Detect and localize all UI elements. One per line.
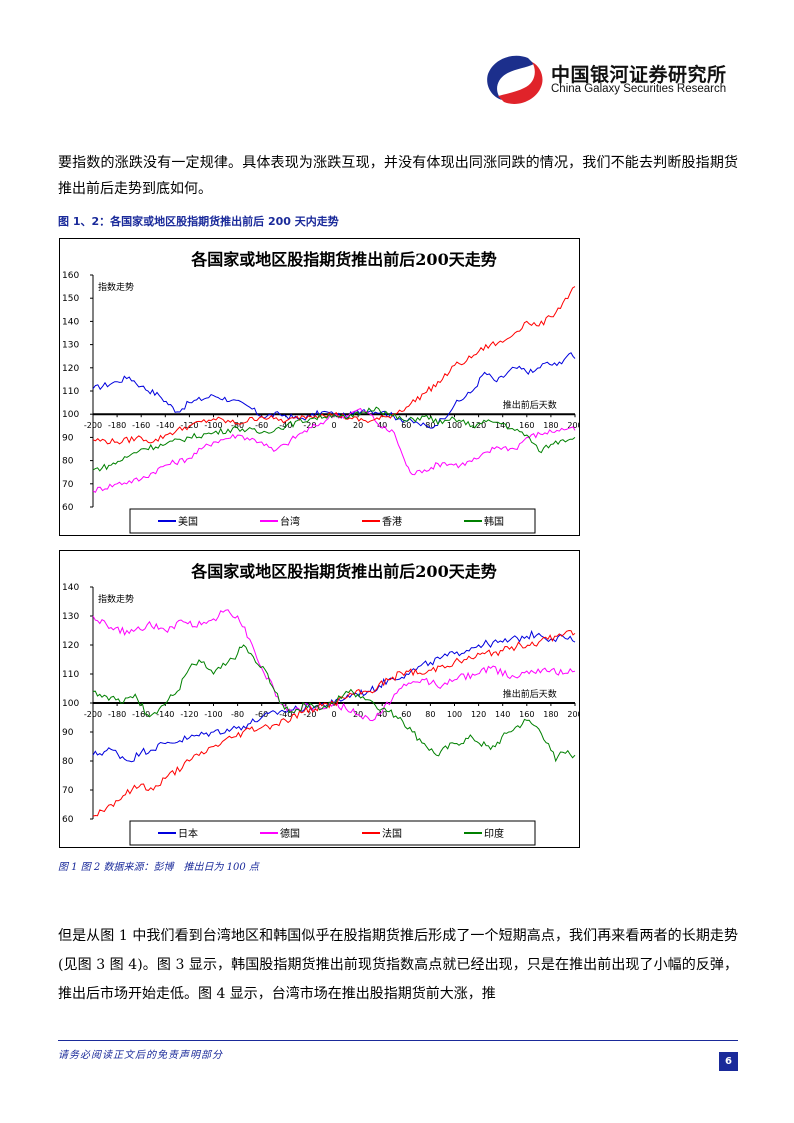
- body-paragraph-2: 但是从图 1 中我们看到台湾地区和韩国似乎在股指期货推后形成了一个短期高点，我们…: [58, 928, 738, 1002]
- legend-label: 美国: [178, 515, 198, 528]
- legend-label: 印度: [484, 827, 504, 840]
- x-tick-label: 120: [471, 710, 486, 719]
- x-tick-label: -120: [180, 710, 198, 719]
- x-tick-label: 40: [377, 421, 387, 430]
- y-tick-label: 110: [62, 670, 79, 680]
- y-tick-label: 80: [62, 457, 74, 467]
- galaxy-logo-icon: [487, 55, 543, 104]
- x-tick-label: 160: [519, 421, 534, 430]
- y-axis-label: 指数走势: [98, 281, 134, 293]
- x-tick-label: -180: [108, 710, 126, 719]
- y-tick-label: 60: [62, 503, 74, 513]
- legend-label: 日本: [178, 827, 198, 840]
- figure-title: 图 1、2：各国家或地区股指期货推出前后 200 天内走势: [58, 215, 339, 228]
- x-tick-label: 80: [425, 710, 435, 719]
- x-tick-label: -200: [84, 421, 102, 430]
- x-tick-label: 100: [447, 710, 462, 719]
- x-tick-label: 80: [425, 421, 435, 430]
- chart-2: 各国家或地区股指期货推出前后200天走势 60 70 80 90 100 110 120 130…: [62, 562, 579, 846]
- x-tick-label: 200: [567, 710, 579, 719]
- y-tick-label: 90: [62, 433, 74, 443]
- series-line-3: [92, 629, 576, 817]
- x-tick-label: 140: [495, 421, 510, 430]
- x-tick-label: 60: [401, 421, 411, 430]
- series-line-2: [92, 609, 576, 722]
- chart-title: 各国家或地区股指期货推出前后200天走势: [190, 562, 496, 581]
- series-line-2: [92, 407, 576, 494]
- x-tick-label: -180: [108, 421, 126, 430]
- chart-annotation: 推出前后天数: [503, 688, 557, 700]
- x-tick-label: -20: [303, 710, 316, 719]
- y-tick-label: 130: [62, 612, 79, 622]
- x-tick-label: 200: [567, 421, 579, 430]
- company-name-en: China Galaxy Securities Research: [551, 83, 727, 95]
- company-name-cn: 中国银河证券研究所: [551, 64, 727, 86]
- x-tick-label: 160: [519, 710, 534, 719]
- y-tick-label: 120: [62, 641, 79, 651]
- y-tick-label: 130: [62, 341, 79, 351]
- x-tick-label: 20: [353, 421, 363, 430]
- legend-label: 法国: [382, 827, 402, 840]
- y-axis-label: 指数走势: [98, 593, 134, 605]
- x-tick-label: 140: [495, 710, 510, 719]
- x-tick-label: -40: [279, 710, 292, 719]
- figure-source-note: 图 1 图 2 数据来源：彭博 推出日为 100 点: [58, 862, 259, 873]
- body-paragraph-1: 要指数的涨跌没有一定规律。具体表现为涨跌互现，并没有体现出同涨同跌的情况，我们不…: [58, 155, 738, 197]
- footer-rule: [58, 1040, 738, 1041]
- legend-label: 台湾: [280, 515, 300, 528]
- legend-box: [129, 508, 536, 534]
- y-tick-label: 150: [62, 294, 79, 304]
- y-tick-label: 60: [62, 815, 74, 825]
- y-tick-label: 100: [62, 699, 79, 709]
- page-number: 6: [719, 1052, 738, 1071]
- x-tick-label: -200: [84, 710, 102, 719]
- x-tick-label: 180: [543, 710, 558, 719]
- y-tick-label: 120: [62, 364, 79, 374]
- x-tick-label: 0: [331, 421, 336, 430]
- series-line-3: [92, 286, 576, 445]
- x-tick-label: -100: [204, 710, 222, 719]
- y-tick-label: 140: [62, 583, 79, 593]
- y-tick-label: 80: [62, 757, 74, 767]
- x-tick-label: -100: [204, 421, 222, 430]
- y-tick-label: 110: [62, 387, 79, 397]
- chart-1: 各国家或地区股指期货推出前后200天走势 60 70 80 90 100 110 120 130…: [62, 250, 579, 534]
- x-tick-label: -60: [255, 710, 268, 719]
- x-tick-label: -160: [132, 710, 150, 719]
- chart-annotation: 推出前后天数: [503, 399, 557, 411]
- x-tick-label: -20: [303, 421, 316, 430]
- legend-label: 香港: [382, 516, 402, 528]
- x-tick-label: -80: [231, 421, 244, 430]
- x-tick-label: 40: [377, 710, 387, 719]
- y-tick-label: 70: [62, 480, 74, 490]
- x-tick-label: -160: [132, 421, 150, 430]
- series-line-1: [92, 629, 576, 763]
- x-tick-label: -80: [231, 710, 244, 719]
- x-tick-label: -140: [156, 710, 174, 719]
- y-tick-label: 90: [62, 728, 74, 738]
- chart-1-frame: 各国家或地区股指期货推出前后200天走势 60 70 80 90 100 110 120 130…: [59, 238, 580, 536]
- x-tick-label: 0: [331, 710, 336, 719]
- y-tick-label: 160: [62, 271, 79, 281]
- legend-label: 韩国: [484, 515, 504, 528]
- y-tick-label: 140: [62, 317, 79, 327]
- series-line-4: [92, 406, 576, 472]
- y-tick-label: 100: [62, 410, 79, 420]
- series-line-4: [92, 644, 576, 763]
- footer-disclaimer: 请务必阅读正文后的免责声明部分: [58, 1050, 223, 1061]
- x-tick-label: -60: [255, 421, 268, 430]
- x-tick-label: 100: [447, 421, 462, 430]
- x-tick-label: 120: [471, 421, 486, 430]
- chart-2-frame: 各国家或地区股指期货推出前后200天走势 60 70 80 90 100 110 120 130…: [59, 550, 580, 848]
- x-tick-label: -140: [156, 421, 174, 430]
- x-tick-label: 60: [401, 710, 411, 719]
- chart-title: 各国家或地区股指期货推出前后200天走势: [190, 250, 496, 269]
- y-tick-label: 70: [62, 786, 74, 796]
- legend-label: 德国: [280, 827, 300, 840]
- x-tick-label: 180: [543, 421, 558, 430]
